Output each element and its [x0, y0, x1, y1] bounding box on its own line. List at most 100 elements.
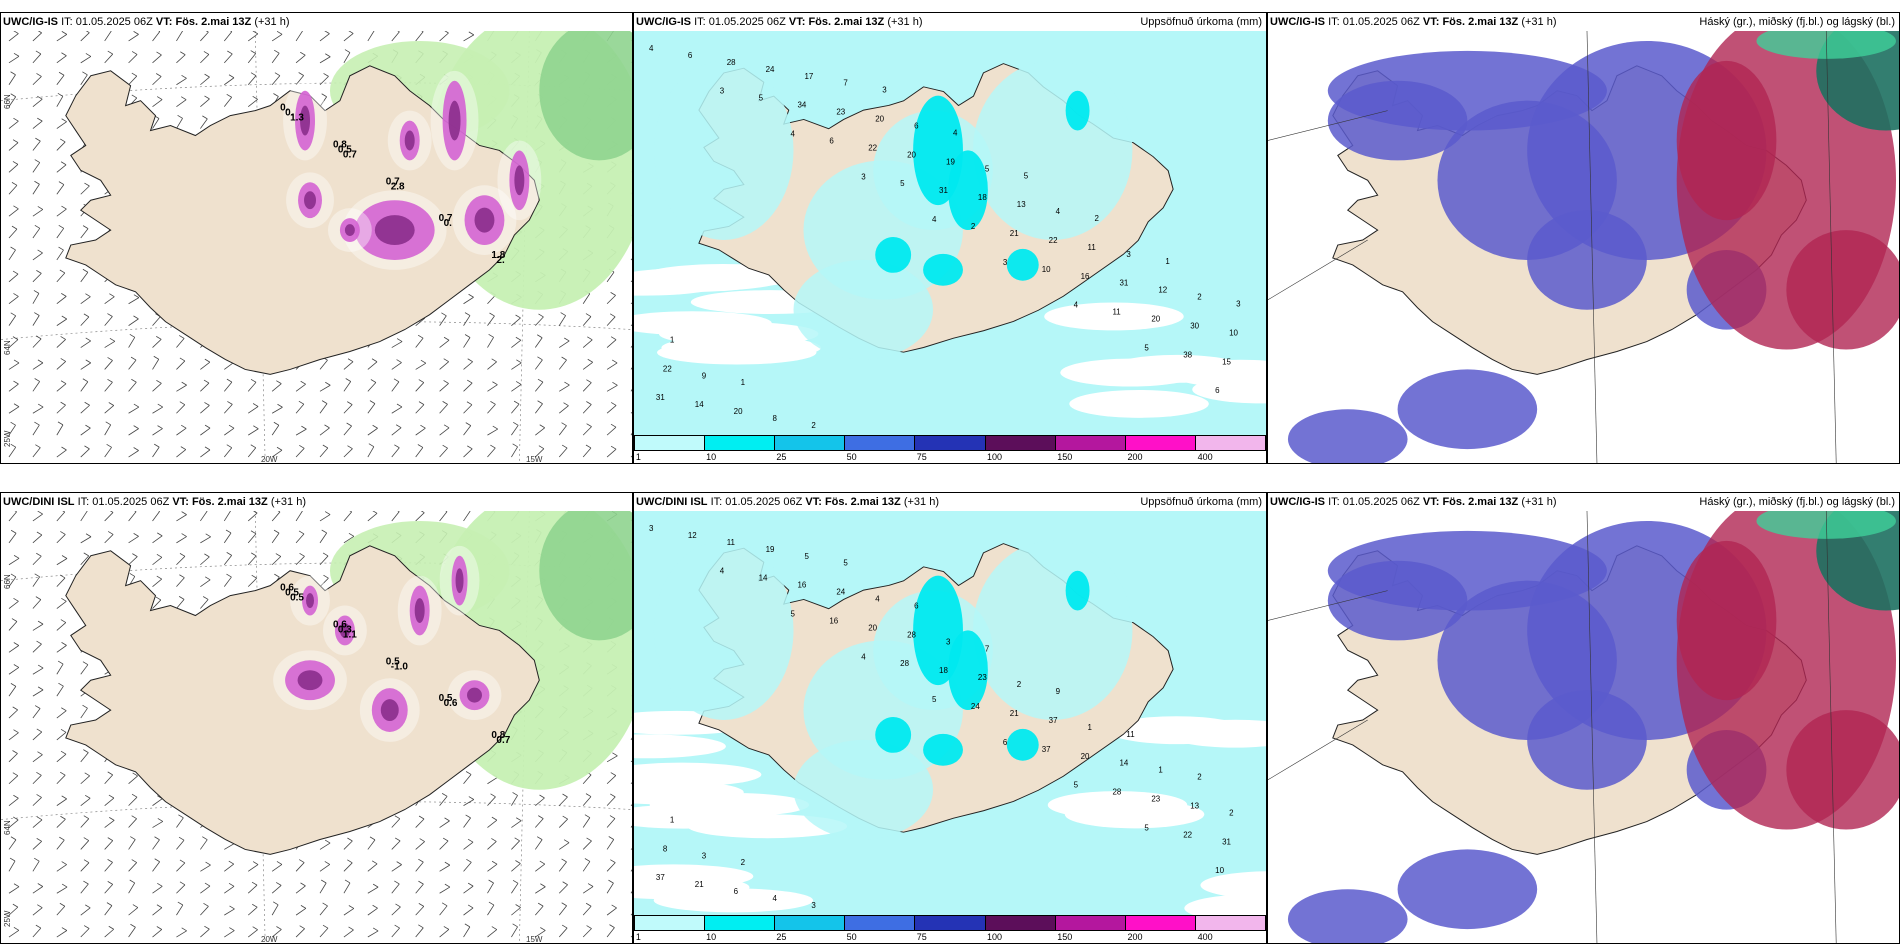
precip-areas: [653, 60, 1133, 360]
legend-swatch: [1195, 436, 1265, 450]
valid-time: Fös. 2.mai 13Z: [808, 16, 885, 28]
precip-value: 16: [1081, 272, 1090, 281]
dry-streak: [656, 340, 817, 365]
precip-value: 3: [882, 86, 887, 95]
snow-core: [344, 224, 355, 237]
lead-time: (+31 h): [270, 496, 306, 508]
precip-value: 37: [1042, 745, 1051, 754]
panel-header: UWC/IG-IS IT: 01.05.2025 06Z VT: Fös. 2.…: [634, 13, 1266, 31]
precip-legend: 1 10 25 50 75 100 150 200 400: [634, 915, 1266, 943]
precip-value: 30: [1190, 322, 1199, 331]
precip-values: 4343434566565210113831283422312116201514…: [649, 44, 1241, 430]
value-label: 0.: [280, 103, 289, 114]
lead-time: (+31 h): [1521, 16, 1557, 28]
snow-core: [297, 670, 323, 691]
lat-label: 66N: [3, 574, 12, 589]
precip-value: 11: [1126, 730, 1135, 739]
precip-value: 2: [1197, 293, 1202, 302]
precip-value: 6: [914, 122, 919, 131]
legend-swatch: [705, 436, 776, 450]
panel-header: UWC/IG-IS IT: 01.05.2025 06Z VT: Fös. 2.…: [1268, 13, 1899, 31]
precip-value: 22: [1183, 830, 1192, 839]
precip-value: 11: [727, 538, 736, 547]
precip-value: 23: [836, 108, 845, 117]
dry-streak: [634, 864, 754, 889]
value-label: 0.8: [491, 730, 505, 741]
value-label: 0.6: [444, 698, 458, 709]
precip-cell: [948, 630, 988, 711]
legend-swatch: [845, 916, 916, 930]
legend-label: 100: [987, 452, 1003, 462]
value-label: 0.8: [333, 139, 347, 150]
graticule: [1268, 31, 1837, 463]
precip-value: 9: [702, 371, 707, 380]
precip-value: 4: [861, 652, 866, 661]
high-cloud: [1327, 560, 1468, 641]
precip-value: 23: [978, 673, 987, 682]
sleet-patch: [539, 511, 632, 641]
map-area: [1268, 511, 1899, 943]
precip-value: 28: [900, 659, 909, 668]
precip-area: [653, 60, 794, 240]
precip-value: 16: [797, 581, 806, 590]
precip-cell: [923, 253, 963, 286]
mid-cloud: [1786, 230, 1899, 350]
legend-label: 1: [635, 932, 641, 942]
legend-colorbar: [634, 435, 1266, 451]
panel-title: Háský (gr.), miðský (fj.bl.) og lágský (…: [1699, 496, 1895, 508]
precip-value: 10: [1042, 265, 1051, 274]
precip-value: 20: [907, 150, 916, 159]
precip-value: 7: [985, 644, 990, 653]
precip-area: [793, 259, 934, 360]
precip-value: 3: [1003, 258, 1008, 267]
precip-value: 15: [1222, 357, 1231, 366]
precip-value: 4: [953, 128, 958, 137]
panel-header: UWC/IG-IS IT: 01.05.2025 06Z VT: Fös. 2.…: [1268, 493, 1899, 511]
lead-time: (+31 h): [1521, 496, 1557, 508]
snow-core: [448, 100, 461, 141]
snow-core: [304, 191, 317, 210]
precip-value: 28: [907, 630, 916, 639]
precip-value: 4: [1056, 207, 1061, 216]
snow-areas: [283, 70, 542, 270]
legend-swatch: [985, 436, 1056, 450]
value-label: 0.5: [285, 588, 299, 599]
precip-value: 1: [670, 335, 675, 344]
precip-value: 1: [1088, 723, 1093, 732]
snow-core: [455, 568, 464, 594]
precip-area: [972, 540, 1133, 720]
precip-value: 16: [829, 616, 838, 625]
precip-value: 9: [1056, 687, 1061, 696]
precip-value: 2: [971, 222, 976, 231]
init-time: 01.05.2025 06Z: [708, 16, 786, 28]
precip-value: 4: [1074, 301, 1079, 310]
dry-streak: [1192, 375, 1266, 404]
precip-value: 5: [759, 94, 764, 103]
precip-value: 5: [1144, 343, 1149, 352]
map-area: 0.6 0.6 0.5 0.5 0.8 0.5 0.3 -1.0 0.6 0.7 0.5 1.1: [1, 511, 632, 943]
precip-value: 37: [656, 873, 665, 882]
legend-swatch: [1055, 916, 1126, 930]
precip-values: 3454565510121416282437282237111620182120…: [649, 524, 1234, 910]
lat-label: 64N: [3, 340, 12, 355]
value-label: 0.5: [338, 144, 352, 155]
low-cloud-edge: [1756, 31, 1896, 59]
precip-value: 18: [939, 666, 948, 675]
snow-core: [414, 598, 425, 623]
precip-value: 2: [1017, 680, 1022, 689]
precip-value: 20: [734, 407, 743, 416]
precip-cell: [1006, 248, 1039, 281]
lead-time: (+31 h): [887, 16, 923, 28]
model-name: UWC/IG-IS: [3, 16, 58, 28]
legend-swatch: [705, 916, 776, 930]
precip-value: 5: [1024, 171, 1029, 180]
precip-value: 1: [1165, 257, 1170, 266]
value-label: 1.1: [343, 629, 357, 640]
precip-value: 21: [695, 880, 704, 889]
valid-time: Fös. 2.mai 13Z: [1442, 496, 1519, 508]
map-area: 4 3 4 3 4 3 4 5 6 6 5 6 5 2 10 11 38 31 28 34 22 31 21 16 20 15 14…: [634, 31, 1266, 435]
dry-streak: [653, 888, 814, 913]
init-time: 01.05.2025 06Z: [75, 16, 153, 28]
legend-label: 200: [1127, 932, 1143, 942]
precip-value: 31: [656, 393, 665, 402]
